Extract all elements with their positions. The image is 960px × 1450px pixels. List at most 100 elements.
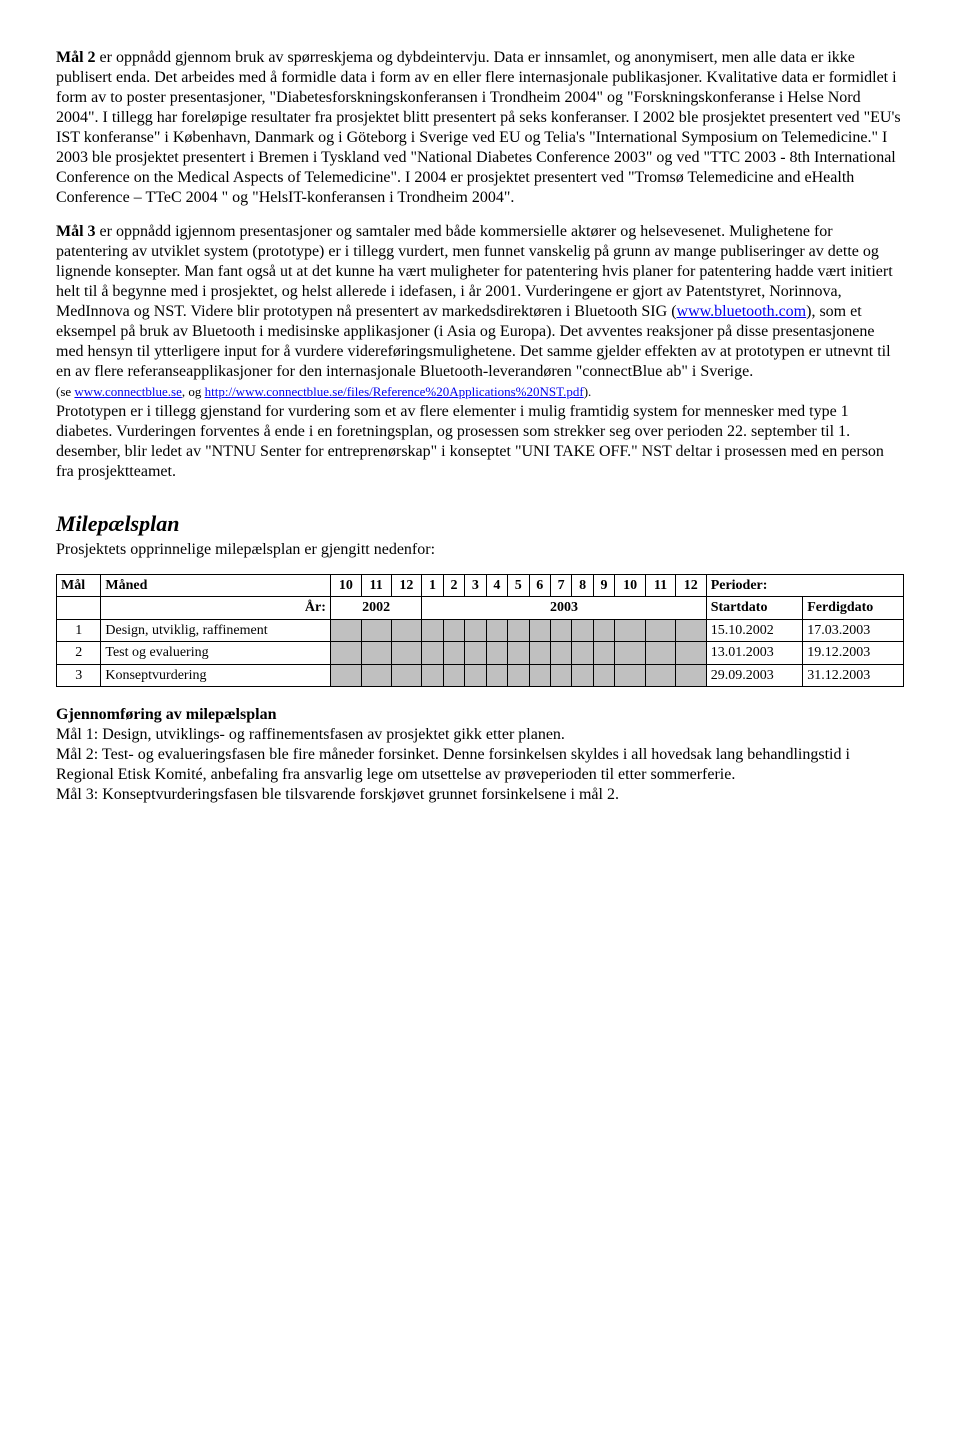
gantt-cell — [646, 619, 676, 642]
gantt-cell — [330, 619, 361, 642]
row-end: 31.12.2003 — [803, 664, 904, 687]
hdr-month: 9 — [593, 574, 614, 597]
connectblue-pdf-link[interactable]: http://www.connectblue.se/files/Referenc… — [205, 384, 584, 399]
bluetooth-link[interactable]: www.bluetooth.com — [677, 303, 807, 320]
gantt-cell — [646, 642, 676, 665]
gantt-cell — [593, 642, 614, 665]
row-num: 3 — [57, 664, 101, 687]
hdr-month: 11 — [361, 574, 391, 597]
gantt-cell — [391, 664, 422, 687]
gantt-cell — [593, 619, 614, 642]
milestone-intro: Prosjektets opprinnelige milepælsplan er… — [56, 540, 904, 560]
gantt-cell — [422, 642, 443, 665]
gantt-cell — [330, 664, 361, 687]
row-num: 1 — [57, 619, 101, 642]
goal-2-label: Mål 2 — [56, 49, 96, 66]
hdr-year-2002: 2002 — [330, 597, 421, 620]
gantt-cell — [443, 619, 464, 642]
gantt-cell — [572, 664, 593, 687]
gantt-cell — [675, 619, 706, 642]
row-start: 15.10.2002 — [706, 619, 803, 642]
hdr-ferdig: Ferdigdato — [803, 597, 904, 620]
row-label: Konseptvurdering — [101, 664, 331, 687]
hdr-month: 10 — [615, 574, 646, 597]
hdr-month: 11 — [646, 574, 676, 597]
gantt-cell — [465, 664, 486, 687]
table-header-row-1: Mål Måned 10 11 12 1 2 3 4 5 6 7 8 9 10 … — [57, 574, 904, 597]
hdr-start: Startdato — [706, 597, 803, 620]
hdr-mal: Mål — [57, 574, 101, 597]
gantt-cell — [529, 642, 550, 665]
gjf-line-1: Mål 1: Design, utviklings- og raffinemen… — [56, 725, 904, 745]
row-end: 17.03.2003 — [803, 619, 904, 642]
gantt-cell — [615, 619, 646, 642]
row-num: 2 — [57, 642, 101, 665]
gantt-cell — [422, 619, 443, 642]
gantt-cell — [529, 664, 550, 687]
gantt-cell — [508, 619, 529, 642]
hdr-month: 3 — [465, 574, 486, 597]
gantt-cell — [443, 642, 464, 665]
gantt-cell — [465, 619, 486, 642]
row-start: 13.01.2003 — [706, 642, 803, 665]
hdr-month: 4 — [486, 574, 507, 597]
hdr-month: 5 — [508, 574, 529, 597]
gantt-cell — [391, 642, 422, 665]
gjf-line-3: Mål 3: Konseptvurderingsfasen ble tilsva… — [56, 785, 904, 805]
gantt-cell — [508, 664, 529, 687]
gantt-cell — [486, 619, 507, 642]
connectblue-link[interactable]: www.connectblue.se — [74, 384, 181, 399]
gantt-cell — [615, 664, 646, 687]
gantt-cell — [443, 664, 464, 687]
table-row: 1 Design, utviklig, raffinement 15.10.20… — [57, 619, 904, 642]
row-end: 19.12.2003 — [803, 642, 904, 665]
gantt-cell — [550, 619, 571, 642]
reference-line: (se www.connectblue.se, og http://www.co… — [56, 384, 591, 399]
hdr-month: 6 — [529, 574, 550, 597]
gantt-cell — [465, 642, 486, 665]
ref-mid: , og — [182, 384, 205, 399]
gantt-cell — [615, 642, 646, 665]
gantt-cell — [675, 664, 706, 687]
gantt-cell — [508, 642, 529, 665]
hdr-month: 12 — [391, 574, 422, 597]
paragraph-goal-3: Mål 3 er oppnådd igjennom presentasjoner… — [56, 222, 904, 482]
milestone-heading: Milepælsplan — [56, 510, 904, 538]
gjf-heading: Gjennomføring av milepælsplan — [56, 705, 904, 725]
ref-prefix: (se — [56, 384, 74, 399]
gantt-cell — [572, 642, 593, 665]
row-label: Design, utviklig, raffinement — [101, 619, 331, 642]
gantt-cell — [422, 664, 443, 687]
hdr-month: 7 — [550, 574, 571, 597]
gantt-cell — [391, 619, 422, 642]
hdr-year-2003: 2003 — [422, 597, 706, 620]
paragraph-goal-2: Mål 2 er oppnådd gjennom bruk av spørres… — [56, 48, 904, 208]
ref-suffix: ). — [584, 384, 592, 399]
hdr-month: 1 — [422, 574, 443, 597]
goal-3-label: Mål 3 — [56, 223, 96, 240]
hdr-empty — [57, 597, 101, 620]
hdr-month: 10 — [330, 574, 361, 597]
hdr-month: 2 — [443, 574, 464, 597]
row-start: 29.09.2003 — [706, 664, 803, 687]
row-label: Test og evaluering — [101, 642, 331, 665]
hdr-month: 8 — [572, 574, 593, 597]
goal-2-body: er oppnådd gjennom bruk av spørreskjema … — [56, 49, 901, 206]
gantt-cell — [572, 619, 593, 642]
gantt-cell — [361, 664, 391, 687]
gantt-cell — [675, 642, 706, 665]
gjf-line-2: Mål 2: Test- og evalueringsfasen ble fir… — [56, 745, 904, 785]
hdr-maned: Måned — [101, 574, 331, 597]
gantt-cell — [330, 642, 361, 665]
table-row: 2 Test og evaluering 13.01.2003 19.12.20… — [57, 642, 904, 665]
gantt-cell — [486, 642, 507, 665]
gantt-cell — [550, 642, 571, 665]
goal-3-body-3: Prototypen er i tillegg gjenstand for vu… — [56, 403, 884, 480]
hdr-month: 12 — [675, 574, 706, 597]
gantt-cell — [529, 619, 550, 642]
hdr-ar: År: — [101, 597, 331, 620]
gantt-cell — [646, 664, 676, 687]
table-header-row-2: År: 2002 2003 Startdato Ferdigdato — [57, 597, 904, 620]
gantt-cell — [550, 664, 571, 687]
hdr-perioder: Perioder: — [706, 574, 903, 597]
